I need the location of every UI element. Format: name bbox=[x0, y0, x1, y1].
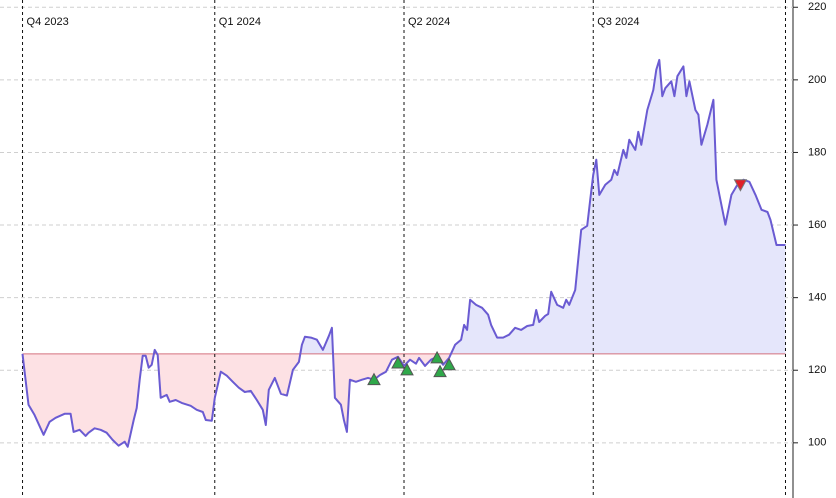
y-tick-label: 200 bbox=[808, 74, 826, 86]
quarter-label: Q1 2024 bbox=[219, 16, 261, 28]
area-above bbox=[22, 59, 786, 354]
quarter-label: Q4 2023 bbox=[27, 16, 69, 28]
sell-signal bbox=[733, 179, 748, 192]
buy-signal bbox=[442, 357, 456, 371]
area-below bbox=[22, 353, 451, 447]
y-tick-label: 220 bbox=[808, 1, 826, 13]
quarter-label: Q3 2024 bbox=[597, 16, 639, 28]
quarter-label: Q2 2024 bbox=[408, 16, 450, 28]
y-tick-label: 100 bbox=[808, 437, 826, 449]
buy-signal bbox=[433, 364, 447, 378]
y-tick-label: 160 bbox=[808, 219, 826, 231]
y-tick-label: 140 bbox=[808, 292, 826, 304]
buy-signal bbox=[430, 350, 444, 364]
buy-signal bbox=[391, 355, 405, 369]
y-tick-label: 180 bbox=[808, 146, 826, 158]
price-line bbox=[21, 58, 786, 448]
y-tick-label: 120 bbox=[808, 364, 826, 376]
buy-signal bbox=[400, 362, 414, 376]
buy-signal bbox=[367, 372, 381, 386]
